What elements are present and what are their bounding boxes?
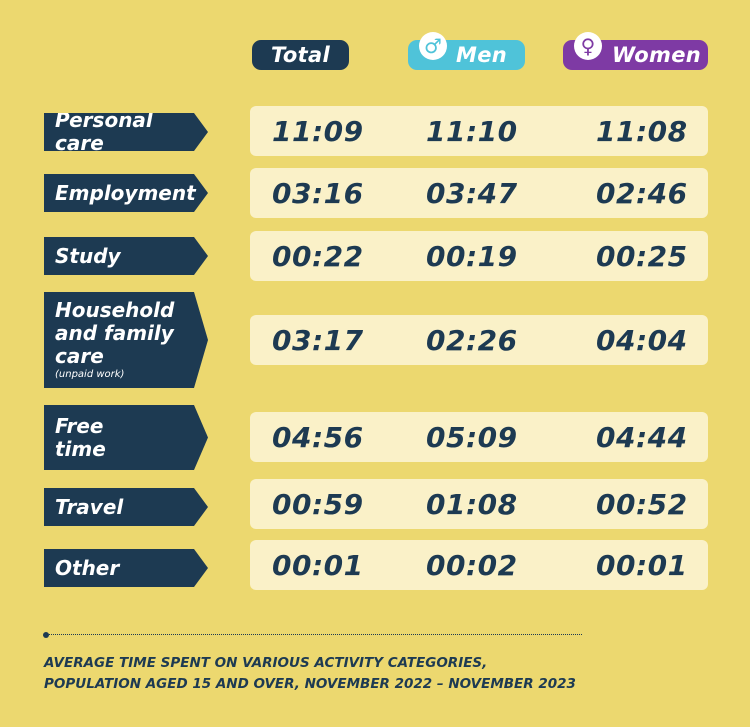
table-row: 03:16 03:47 02:46: [250, 168, 708, 218]
header-total: Total: [252, 40, 349, 70]
value-men: 03:47: [426, 177, 518, 210]
value-total: 04:56: [272, 421, 364, 454]
row-label-text: Travel: [55, 494, 124, 519]
value-men: 01:08: [426, 488, 518, 521]
value-women: 04:44: [596, 421, 688, 454]
value-men: 11:10: [426, 115, 518, 148]
row-label-employment: Employment: [44, 174, 208, 212]
header-men: ♂ Men: [408, 32, 525, 70]
value-women: 02:46: [596, 177, 688, 210]
row-label-household-care: Household and family care (unpaid work): [44, 292, 208, 388]
table-row: 04:56 05:09 04:44: [250, 412, 708, 462]
row-label-study: Study: [44, 237, 208, 275]
row-label-line-3: care: [55, 343, 104, 368]
divider-line: [46, 634, 582, 635]
header-women-label: Women: [611, 43, 702, 67]
row-label-line-1: Household: [55, 297, 175, 322]
row-label-line-1: Free: [55, 413, 104, 438]
table-row: 00:22 00:19 00:25: [250, 231, 708, 281]
value-men: 02:26: [426, 324, 518, 357]
divider-dot: [43, 632, 49, 638]
value-total: 00:22: [272, 240, 364, 273]
row-label-line-2: and family: [55, 320, 174, 345]
row-label-note: (unpaid work): [55, 368, 125, 380]
table-row: 00:01 00:02 00:01: [250, 540, 708, 590]
row-label-other: Other: [44, 549, 208, 587]
header-women: ♀ Women: [563, 32, 708, 70]
male-symbol-icon: ♂: [419, 32, 447, 60]
row-label-text: Other: [55, 555, 120, 580]
row-label-personal-care: Personal care: [44, 113, 208, 151]
value-total: 03:16: [272, 177, 364, 210]
row-label-line-2: time: [55, 436, 106, 461]
value-total: 00:01: [272, 549, 364, 582]
caption-line-2: POPULATION AGED 15 AND OVER, NOVEMBER 20…: [44, 676, 576, 692]
value-total: 00:59: [272, 488, 364, 521]
value-women: 04:04: [596, 324, 688, 357]
table-row: 11:09 11:10 11:08: [250, 106, 708, 156]
row-label-text: Employment: [55, 180, 196, 205]
header-men-label: Men: [456, 43, 507, 67]
female-symbol-icon: ♀: [574, 32, 602, 60]
row-label-text: Study: [55, 243, 121, 268]
caption-line-1: AVERAGE TIME SPENT ON VARIOUS ACTIVITY C…: [44, 655, 488, 671]
table-row: 00:59 01:08 00:52: [250, 479, 708, 529]
row-label-text: Personal care: [55, 108, 153, 155]
value-women: 00:25: [596, 240, 688, 273]
value-men: 00:19: [426, 240, 518, 273]
row-label-free-time: Free time: [44, 405, 208, 470]
value-women: 00:01: [596, 549, 688, 582]
chart-caption: AVERAGE TIME SPENT ON VARIOUS ACTIVITY C…: [44, 653, 576, 695]
row-label-travel: Travel: [44, 488, 208, 526]
value-men: 00:02: [426, 549, 518, 582]
value-total: 11:09: [272, 115, 364, 148]
value-men: 05:09: [426, 421, 518, 454]
value-women: 00:52: [596, 488, 688, 521]
value-total: 03:17: [272, 324, 364, 357]
header-total-label: Total: [271, 43, 330, 67]
value-women: 11:08: [596, 115, 688, 148]
table-row: 03:17 02:26 04:04: [250, 315, 708, 365]
